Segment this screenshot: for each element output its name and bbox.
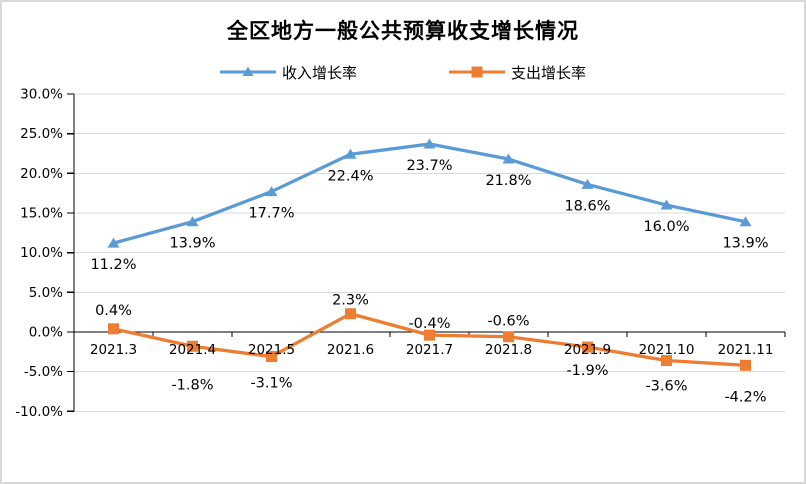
data-point-marker-triangle: [660, 199, 673, 210]
y-axis-tick-label: 20.0%: [20, 166, 63, 182]
x-axis-tick-label: 2021.9: [564, 342, 611, 358]
data-point-marker-triangle: [581, 178, 594, 189]
data-point-label: -1.9%: [566, 363, 608, 379]
legend: 收入增长率 支出增长率: [2, 62, 804, 83]
x-axis-tick-label: 2021.10: [639, 342, 695, 358]
y-axis-tick-label: -5.0%: [24, 364, 63, 380]
data-point-marker-square: [266, 351, 277, 363]
data-point-marker-square: [345, 308, 356, 320]
legend-label-expenditure: 支出增长率: [511, 64, 587, 82]
x-axis-tick-label: 2021.6: [327, 342, 374, 358]
income-line-marker-icon: [219, 63, 276, 82]
data-point-label: 21.8%: [485, 173, 531, 189]
data-point-label: 13.9%: [169, 236, 215, 252]
y-axis-tick-label: -10.0%: [15, 404, 63, 420]
y-axis-tick-label: 30.0%: [20, 87, 63, 103]
data-point-label: 23.7%: [406, 158, 452, 174]
x-axis-tick-label: 2021.3: [90, 342, 137, 358]
data-point-label: -4.2%: [724, 389, 766, 405]
data-point-label: 22.4%: [327, 168, 373, 184]
data-point-marker-square: [108, 323, 119, 335]
legend-item-expenditure[interactable]: 支出增长率: [449, 62, 586, 83]
data-point-label: 2.3%: [332, 293, 369, 309]
data-point-label: -3.6%: [645, 379, 687, 395]
data-point-label: -0.6%: [487, 314, 529, 330]
data-point-label: -3.1%: [250, 376, 292, 392]
x-axis-tick-label: 2021.7: [406, 342, 453, 358]
data-point-marker-triangle: [265, 186, 278, 197]
data-point-marker-triangle: [739, 216, 752, 227]
data-point-marker-square: [582, 341, 593, 353]
data-point-marker-square: [740, 359, 751, 371]
data-point-label: 0.4%: [95, 303, 132, 319]
expenditure-line-marker-icon: [449, 63, 505, 82]
data-point-label: 11.2%: [90, 257, 136, 273]
data-point-marker-triangle: [107, 237, 120, 248]
legend-label-income: 收入增长率: [281, 64, 357, 82]
x-axis-tick-label: 2021.4: [169, 342, 216, 358]
data-point-label: -0.4%: [408, 316, 450, 332]
data-point-marker-square: [187, 340, 198, 352]
x-axis-tick-label: 2021.5: [248, 342, 295, 358]
data-point-marker-triangle: [344, 148, 357, 159]
data-point-label: 18.6%: [564, 198, 610, 214]
data-point-marker-triangle: [423, 138, 436, 149]
y-axis-tick-label: 5.0%: [29, 285, 63, 301]
data-point-marker-triangle: [502, 153, 515, 164]
data-point-marker-square: [503, 331, 514, 343]
data-point-marker-triangle: [186, 216, 199, 227]
data-point-label: 17.7%: [248, 206, 294, 222]
y-axis-tick-label: 10.0%: [20, 245, 63, 261]
chart-title: 全区地方一般公共预算收支增长情况: [227, 19, 579, 43]
data-point-label: 13.9%: [722, 236, 768, 252]
y-axis-tick-label: 25.0%: [20, 126, 63, 142]
x-axis-tick-label: 2021.8: [485, 342, 532, 358]
data-point-marker-square: [424, 329, 435, 341]
data-point-marker-square: [661, 355, 672, 367]
legend-item-income[interactable]: 收入增长率: [219, 62, 357, 83]
y-axis-tick-label: 0.0%: [29, 324, 63, 340]
x-axis-tick-label: 2021.11: [718, 342, 774, 358]
data-point-label: -1.8%: [171, 377, 213, 393]
y-axis-tick-label: 15.0%: [20, 205, 63, 221]
data-point-label: 16.0%: [643, 219, 689, 235]
